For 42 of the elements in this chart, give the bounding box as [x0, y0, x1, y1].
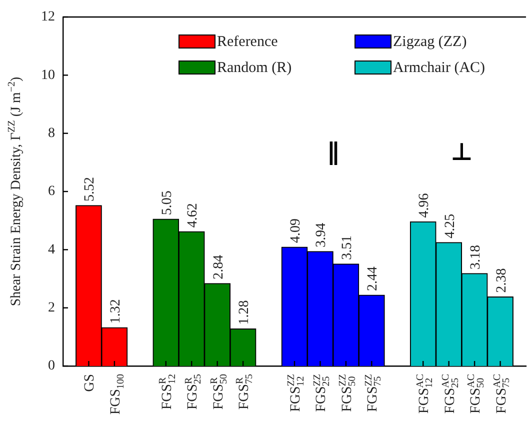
data-label: 4.62 [186, 203, 201, 228]
data-label: 3.51 [340, 235, 355, 260]
x-tick-label: FGSAC75 [492, 374, 512, 414]
x-tick-label: FGSZZ50 [338, 374, 358, 412]
legend-label: Zigzag (ZZ) [393, 34, 467, 50]
x-tick-label: FGSAC25 [440, 374, 461, 414]
y-tick-label: 4 [48, 242, 55, 258]
x-tick-label: FGSAC50 [466, 374, 486, 414]
legend-label: Reference [217, 34, 278, 50]
y-tick-label: 10 [41, 68, 55, 83]
data-label: 3.18 [468, 245, 484, 270]
data-label: 1.28 [237, 300, 252, 325]
y-tick-label: 6 [48, 184, 55, 200]
data-label: 5.52 [82, 176, 98, 202]
y-tick-label: 8 [48, 126, 55, 142]
legend-label: Random (R) [217, 60, 292, 76]
x-tick-label: FGSZZ25 [312, 374, 332, 412]
data-label: 2.38 [494, 268, 510, 293]
y-tick-label: 0 [48, 358, 55, 374]
data-label: 2.84 [211, 254, 226, 280]
annotation: ∥ [327, 138, 340, 166]
x-tick-label: FGSR12 [158, 374, 178, 410]
y-tick-label: 12 [41, 10, 55, 25]
data-label: 4.09 [288, 218, 304, 244]
data-label: 4.25 [442, 214, 458, 238]
x-tick-label: FGSZZ75 [363, 374, 384, 412]
y-tick-label: 2 [48, 300, 55, 316]
y-axis-title: Shear Strain Energy Density, ΓZZ (J m−2) [6, 76, 24, 306]
x-tick-label: FGSZZ12 [286, 374, 306, 412]
x-tick-label: FGSR50 [209, 374, 230, 410]
x-tick-label: FGSR75 [234, 374, 255, 410]
data-label: 4.96 [417, 193, 432, 218]
data-label: 2.44 [366, 266, 381, 292]
annotation: ⊥ [450, 138, 473, 166]
data-label: 1.32 [108, 299, 124, 324]
x-tick-label: FGSAC12 [414, 374, 436, 414]
data-label: 5.05 [160, 190, 175, 216]
x-tick-label: FGSR25 [183, 374, 204, 410]
x-tick-label: FGS100 [108, 374, 126, 415]
x-tick-label: GS [82, 374, 98, 392]
legend-label: Armchair (AC) [393, 60, 486, 76]
data-label: 3.94 [314, 222, 330, 248]
